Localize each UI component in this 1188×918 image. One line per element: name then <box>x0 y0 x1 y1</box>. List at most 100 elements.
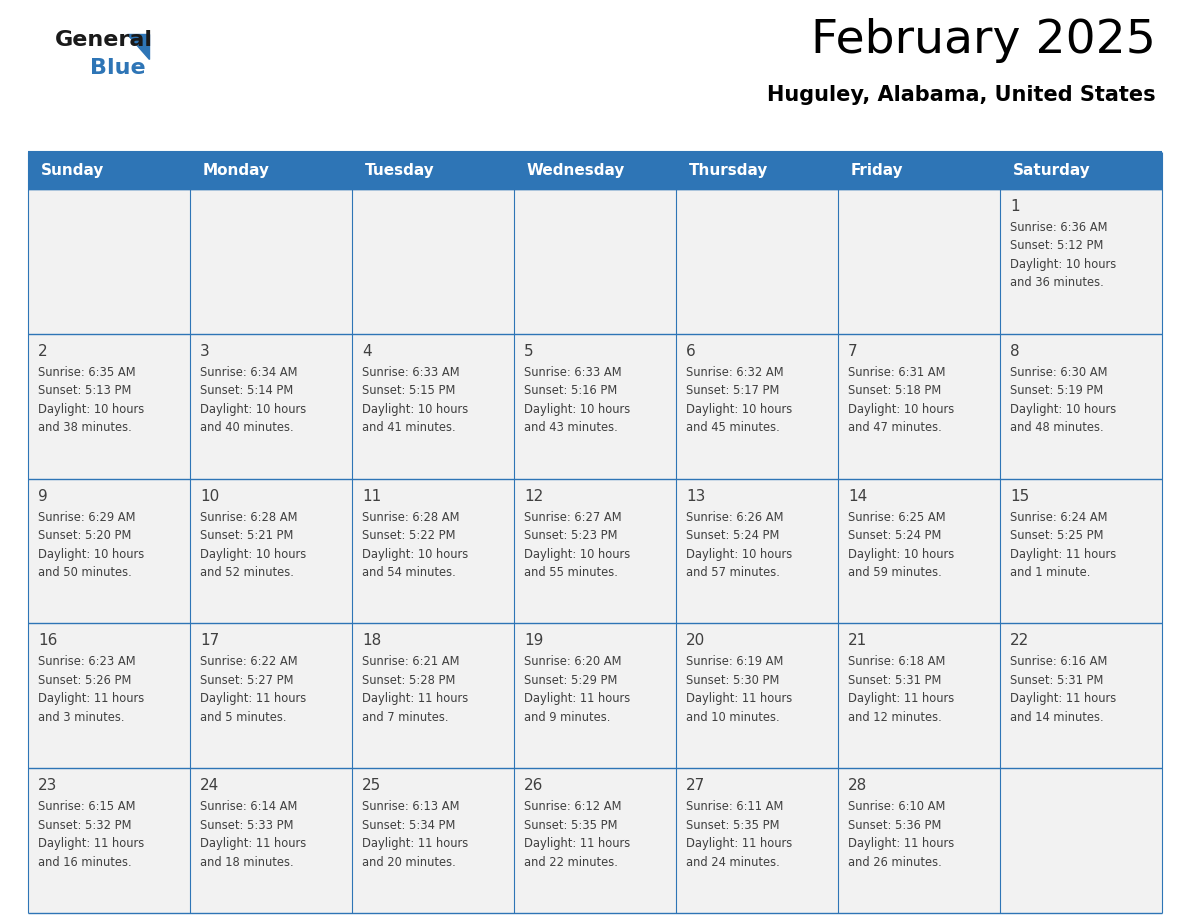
Text: 1: 1 <box>1010 199 1019 214</box>
Bar <box>1000 334 1162 478</box>
Text: Monday: Monday <box>203 163 270 178</box>
Bar <box>29 334 190 478</box>
Text: Sunrise: 6:27 AM: Sunrise: 6:27 AM <box>524 510 621 523</box>
Text: Blue: Blue <box>90 58 146 78</box>
Text: Sunset: 5:16 PM: Sunset: 5:16 PM <box>524 385 618 397</box>
Bar <box>352 768 514 913</box>
Text: 8: 8 <box>1010 344 1019 359</box>
Text: Sunrise: 6:10 AM: Sunrise: 6:10 AM <box>848 800 946 813</box>
Bar <box>29 189 190 334</box>
Text: and 22 minutes.: and 22 minutes. <box>524 856 618 868</box>
Text: Sunrise: 6:33 AM: Sunrise: 6:33 AM <box>362 365 460 379</box>
Text: Sunrise: 6:28 AM: Sunrise: 6:28 AM <box>200 510 297 523</box>
Text: and 20 minutes.: and 20 minutes. <box>362 856 456 868</box>
Text: and 55 minutes.: and 55 minutes. <box>524 566 618 579</box>
Bar <box>190 768 352 913</box>
Text: and 26 minutes.: and 26 minutes. <box>848 856 942 868</box>
Text: Sunrise: 6:29 AM: Sunrise: 6:29 AM <box>38 510 135 523</box>
Text: Sunset: 5:13 PM: Sunset: 5:13 PM <box>38 385 132 397</box>
Text: Daylight: 10 hours: Daylight: 10 hours <box>362 548 468 561</box>
Bar <box>1000 623 1162 768</box>
Bar <box>352 189 514 334</box>
Bar <box>190 189 352 334</box>
Text: Sunrise: 6:18 AM: Sunrise: 6:18 AM <box>848 655 946 668</box>
Text: and 7 minutes.: and 7 minutes. <box>362 711 449 724</box>
Text: and 1 minute.: and 1 minute. <box>1010 566 1091 579</box>
Text: Sunset: 5:22 PM: Sunset: 5:22 PM <box>362 529 455 543</box>
Text: Daylight: 11 hours: Daylight: 11 hours <box>200 692 307 705</box>
Bar <box>676 189 838 334</box>
Text: Sunrise: 6:11 AM: Sunrise: 6:11 AM <box>685 800 783 813</box>
Text: Sunrise: 6:12 AM: Sunrise: 6:12 AM <box>524 800 621 813</box>
Text: Sunrise: 6:13 AM: Sunrise: 6:13 AM <box>362 800 460 813</box>
Text: Sunrise: 6:16 AM: Sunrise: 6:16 AM <box>1010 655 1107 668</box>
Text: Daylight: 11 hours: Daylight: 11 hours <box>848 837 954 850</box>
Text: 27: 27 <box>685 778 706 793</box>
Bar <box>29 478 190 623</box>
Text: 21: 21 <box>848 633 867 648</box>
Text: and 50 minutes.: and 50 minutes. <box>38 566 132 579</box>
Text: 17: 17 <box>200 633 220 648</box>
Bar <box>190 152 352 189</box>
Text: 4: 4 <box>362 344 372 359</box>
Bar <box>676 152 838 189</box>
Bar <box>838 623 1000 768</box>
Text: 28: 28 <box>848 778 867 793</box>
Text: 11: 11 <box>362 488 381 504</box>
Text: and 52 minutes.: and 52 minutes. <box>200 566 293 579</box>
Text: Sunset: 5:23 PM: Sunset: 5:23 PM <box>524 529 618 543</box>
Text: 5: 5 <box>524 344 533 359</box>
Bar <box>676 768 838 913</box>
Text: 26: 26 <box>524 778 543 793</box>
Text: Daylight: 11 hours: Daylight: 11 hours <box>524 837 631 850</box>
Text: Sunset: 5:20 PM: Sunset: 5:20 PM <box>38 529 132 543</box>
Text: Sunrise: 6:22 AM: Sunrise: 6:22 AM <box>200 655 298 668</box>
Bar <box>838 768 1000 913</box>
Text: Sunrise: 6:34 AM: Sunrise: 6:34 AM <box>200 365 297 379</box>
Text: and 5 minutes.: and 5 minutes. <box>200 711 286 724</box>
Text: Daylight: 10 hours: Daylight: 10 hours <box>524 403 631 416</box>
Text: Daylight: 10 hours: Daylight: 10 hours <box>1010 258 1117 271</box>
Text: Daylight: 10 hours: Daylight: 10 hours <box>38 548 144 561</box>
Text: Daylight: 10 hours: Daylight: 10 hours <box>848 403 954 416</box>
Text: 6: 6 <box>685 344 696 359</box>
Text: Sunset: 5:27 PM: Sunset: 5:27 PM <box>200 674 293 687</box>
Text: Daylight: 10 hours: Daylight: 10 hours <box>362 403 468 416</box>
Text: and 59 minutes.: and 59 minutes. <box>848 566 942 579</box>
Text: Sunset: 5:12 PM: Sunset: 5:12 PM <box>1010 240 1104 252</box>
Text: 9: 9 <box>38 488 48 504</box>
Text: Sunset: 5:26 PM: Sunset: 5:26 PM <box>38 674 132 687</box>
Text: Daylight: 11 hours: Daylight: 11 hours <box>848 692 954 705</box>
Text: 25: 25 <box>362 778 381 793</box>
Bar <box>514 623 676 768</box>
Text: Daylight: 11 hours: Daylight: 11 hours <box>685 837 792 850</box>
Text: Sunset: 5:31 PM: Sunset: 5:31 PM <box>848 674 941 687</box>
Text: Sunset: 5:33 PM: Sunset: 5:33 PM <box>200 819 293 832</box>
Text: Daylight: 10 hours: Daylight: 10 hours <box>1010 403 1117 416</box>
Bar <box>838 334 1000 478</box>
Text: Sunset: 5:36 PM: Sunset: 5:36 PM <box>848 819 941 832</box>
Text: February 2025: February 2025 <box>811 18 1156 63</box>
Text: Daylight: 11 hours: Daylight: 11 hours <box>362 692 468 705</box>
Text: Sunrise: 6:21 AM: Sunrise: 6:21 AM <box>362 655 460 668</box>
Text: General: General <box>55 30 153 50</box>
Text: Tuesday: Tuesday <box>365 163 435 178</box>
Bar <box>1000 768 1162 913</box>
Text: Sunset: 5:35 PM: Sunset: 5:35 PM <box>685 819 779 832</box>
Text: Daylight: 11 hours: Daylight: 11 hours <box>1010 692 1117 705</box>
Text: and 38 minutes.: and 38 minutes. <box>38 421 132 434</box>
Text: and 43 minutes.: and 43 minutes. <box>524 421 618 434</box>
Text: Daylight: 10 hours: Daylight: 10 hours <box>685 548 792 561</box>
Polygon shape <box>127 34 148 59</box>
Text: and 36 minutes.: and 36 minutes. <box>1010 276 1104 289</box>
Bar <box>29 623 190 768</box>
Text: Sunset: 5:31 PM: Sunset: 5:31 PM <box>1010 674 1104 687</box>
Text: and 24 minutes.: and 24 minutes. <box>685 856 779 868</box>
Text: Daylight: 10 hours: Daylight: 10 hours <box>200 403 307 416</box>
Text: Daylight: 10 hours: Daylight: 10 hours <box>685 403 792 416</box>
Text: Sunrise: 6:25 AM: Sunrise: 6:25 AM <box>848 510 946 523</box>
Text: 10: 10 <box>200 488 220 504</box>
Text: Daylight: 11 hours: Daylight: 11 hours <box>524 692 631 705</box>
Text: Daylight: 11 hours: Daylight: 11 hours <box>38 837 144 850</box>
Text: and 45 minutes.: and 45 minutes. <box>685 421 779 434</box>
